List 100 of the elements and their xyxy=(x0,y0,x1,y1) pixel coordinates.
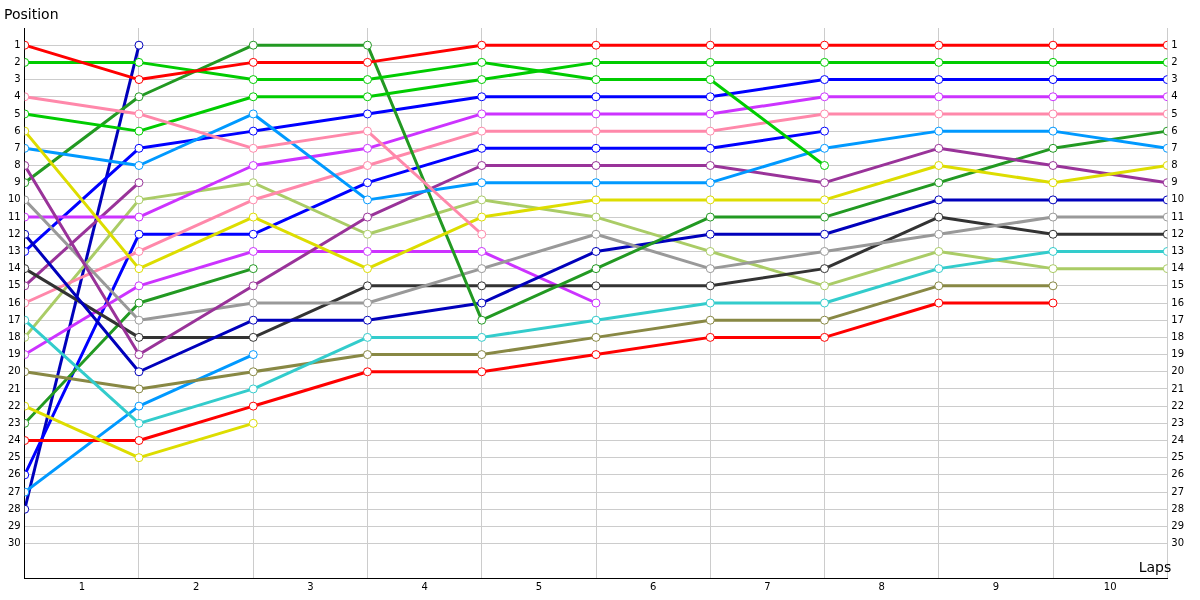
point xyxy=(134,246,144,256)
point xyxy=(1048,57,1058,67)
point xyxy=(591,264,601,274)
point xyxy=(820,178,830,188)
point xyxy=(1048,195,1058,205)
point xyxy=(362,109,372,119)
x-tick-label: 4 xyxy=(421,580,428,592)
point xyxy=(248,109,258,119)
point xyxy=(134,350,144,360)
point xyxy=(248,178,258,188)
y2-tick-label: 16 xyxy=(1171,296,1185,308)
point xyxy=(934,57,944,67)
point xyxy=(934,40,944,50)
point xyxy=(248,57,258,67)
x-tick-label: 3 xyxy=(307,580,314,592)
point xyxy=(362,264,372,274)
point xyxy=(477,57,487,67)
point xyxy=(705,75,715,85)
point xyxy=(820,75,830,85)
point xyxy=(705,195,715,205)
point xyxy=(134,178,144,188)
point xyxy=(134,195,144,205)
point xyxy=(820,109,830,119)
point xyxy=(134,161,144,170)
point xyxy=(134,298,144,308)
point xyxy=(134,229,144,239)
point xyxy=(820,57,830,67)
point xyxy=(820,315,830,325)
y2-tick-label: 12 xyxy=(1171,227,1185,239)
point xyxy=(705,126,715,136)
point xyxy=(248,126,258,136)
y-tick-label: 16 xyxy=(7,296,21,308)
y2-tick-label: 25 xyxy=(1171,451,1185,463)
point xyxy=(705,178,715,188)
point xyxy=(1048,212,1058,222)
x-tick-label: 7 xyxy=(764,580,771,592)
point xyxy=(248,40,258,50)
point xyxy=(934,195,944,205)
point xyxy=(362,229,372,239)
y-tick-label: 10 xyxy=(7,193,21,205)
point xyxy=(820,264,830,274)
point xyxy=(934,109,944,119)
point xyxy=(705,143,715,153)
point xyxy=(705,109,715,119)
point xyxy=(591,195,601,205)
point xyxy=(1048,75,1058,85)
point xyxy=(820,195,830,205)
y-tick-label: 23 xyxy=(7,416,21,428)
point xyxy=(1048,126,1058,136)
y2-tick-label: 7 xyxy=(1171,141,1178,153)
point xyxy=(362,178,372,188)
y-tick-label: 26 xyxy=(7,468,21,480)
point xyxy=(134,401,144,411)
point xyxy=(477,126,487,136)
y-tick-label: 2 xyxy=(14,55,21,67)
point xyxy=(477,350,487,360)
point xyxy=(705,212,715,222)
y2-tick-label: 21 xyxy=(1171,382,1185,394)
point xyxy=(362,57,372,67)
point xyxy=(248,418,258,428)
point xyxy=(820,281,830,291)
point xyxy=(591,126,601,136)
y-tick-label: 25 xyxy=(7,451,21,463)
point xyxy=(1048,109,1058,119)
point xyxy=(820,212,830,222)
point xyxy=(477,75,487,85)
y2-tick-label: 29 xyxy=(1171,520,1185,532)
point xyxy=(591,229,601,239)
point xyxy=(934,178,944,188)
point xyxy=(477,161,487,170)
point xyxy=(134,281,144,291)
point xyxy=(362,143,372,153)
y2-tick-label: 6 xyxy=(1171,124,1178,136)
point xyxy=(820,126,830,136)
point xyxy=(934,264,944,274)
point xyxy=(134,384,144,394)
point xyxy=(134,109,144,119)
point xyxy=(248,92,258,102)
x-axis-title: Laps xyxy=(1138,558,1172,575)
y2-tick-label: 10 xyxy=(1171,193,1185,205)
y-tick-label: 7 xyxy=(14,141,21,153)
y2-tick-label: 5 xyxy=(1171,107,1178,119)
point xyxy=(934,229,944,239)
point xyxy=(705,264,715,274)
point xyxy=(1048,143,1058,153)
point xyxy=(1048,161,1058,170)
y2-tick-label: 22 xyxy=(1171,399,1185,411)
point xyxy=(591,57,601,67)
point xyxy=(820,92,830,102)
x-tick-label: 5 xyxy=(535,580,543,592)
x-tick-label: 6 xyxy=(649,580,657,592)
y2-tick-label: 3 xyxy=(1171,73,1178,85)
point xyxy=(134,264,144,274)
point xyxy=(934,246,944,256)
point xyxy=(134,332,144,342)
point xyxy=(248,212,258,222)
point xyxy=(362,75,372,85)
point xyxy=(362,332,372,342)
point xyxy=(248,264,258,274)
point xyxy=(934,126,944,136)
